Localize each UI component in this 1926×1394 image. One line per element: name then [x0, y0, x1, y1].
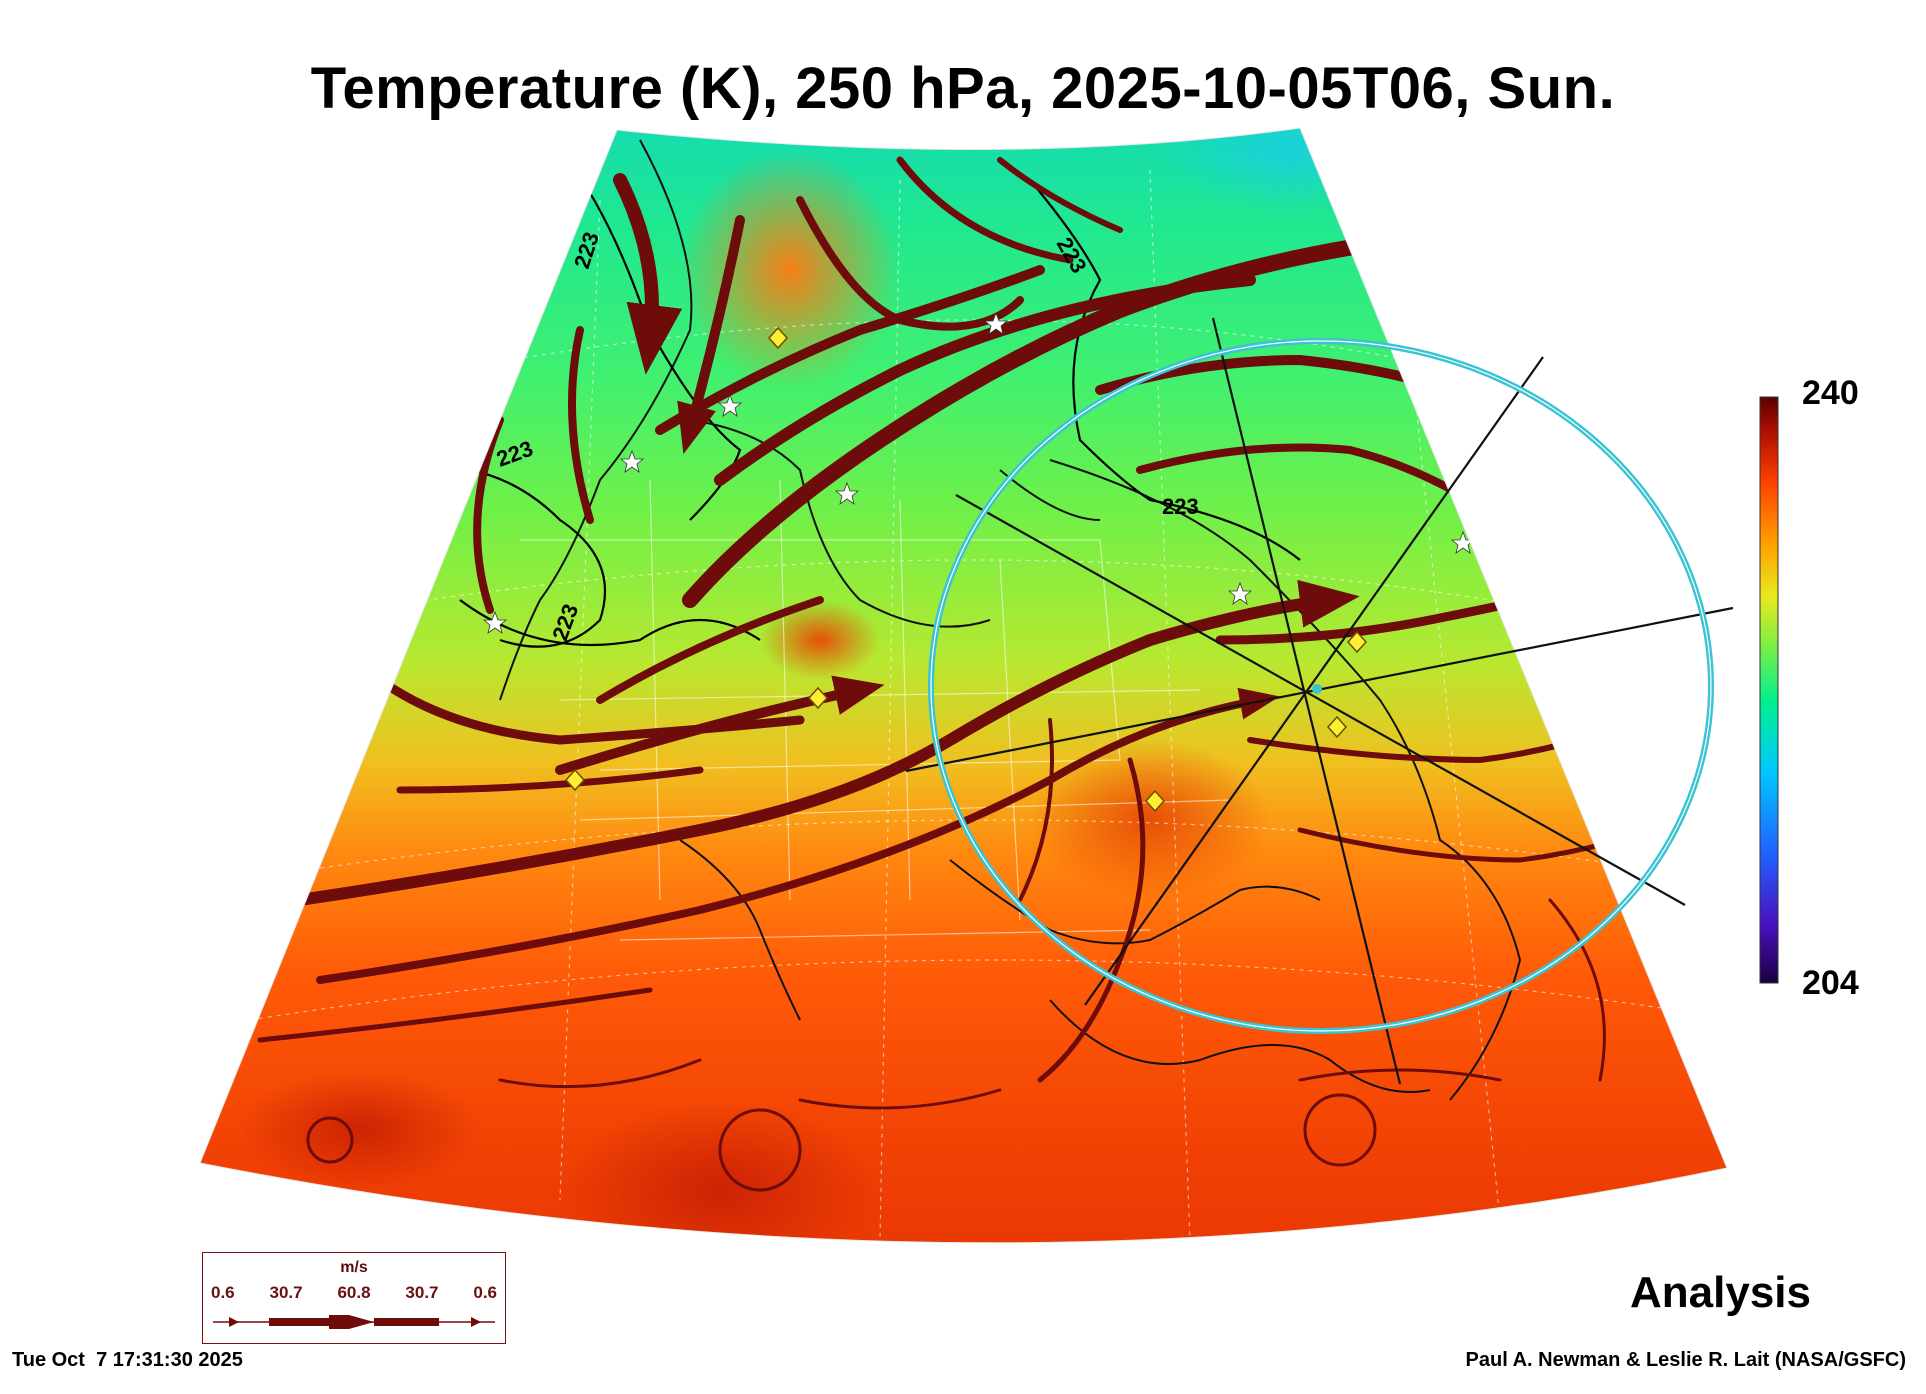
colorbar-min-label: 204 — [1802, 964, 1859, 1002]
legend-value: 30.7 — [405, 1283, 439, 1302]
credit: Paul A. Newman & Leslie R. Lait (NASA/GS… — [1465, 1349, 1906, 1371]
colorbar-max-label: 240 — [1802, 374, 1859, 412]
contour-label: 223 — [1162, 494, 1199, 519]
legend-value: 30.7 — [269, 1283, 303, 1302]
legend-values: 0.6 30.7 60.8 30.7 0.6 — [211, 1283, 497, 1303]
legend-value: 0.6 — [473, 1283, 497, 1302]
wind-speed-legend: m/s 0.6 30.7 60.8 30.7 0.6 — [202, 1252, 506, 1344]
colorbar — [1759, 396, 1779, 984]
map-title: Temperature (K), 250 hPa, 2025-10-05T06,… — [310, 56, 1616, 121]
timestamp: Tue Oct 7 17:31:30 2025 — [12, 1349, 243, 1371]
legend-arrow-icon — [213, 1315, 495, 1329]
legend-unit: m/s — [340, 1259, 368, 1276]
product-label: Analysis — [1630, 1268, 1811, 1317]
legend-value: 0.6 — [211, 1283, 235, 1302]
legend-value: 60.8 — [337, 1283, 371, 1302]
